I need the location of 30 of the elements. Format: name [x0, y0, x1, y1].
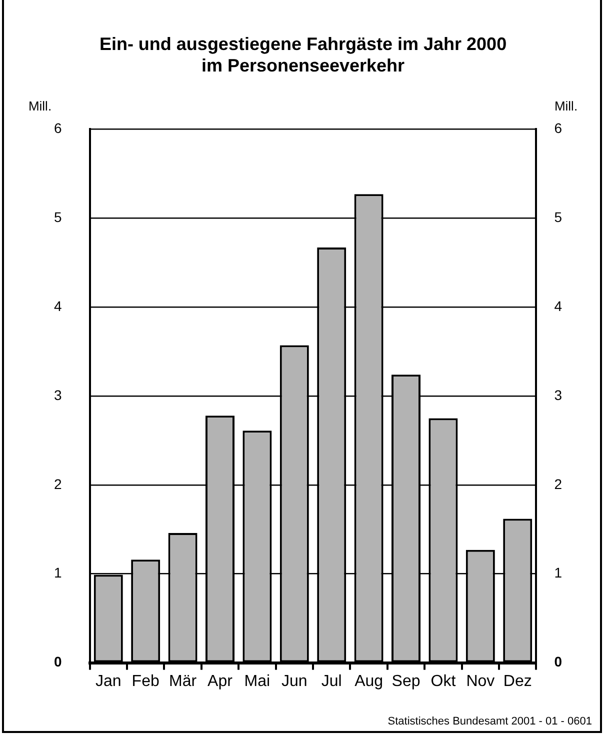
y2-tick-label: 0 — [554, 654, 562, 670]
chart-title: Ein- und ausgestiegene Fahrgäste im Jahr 2000 im Personenseeverkehr — [99, 34, 507, 76]
y2-axis-title: Mill. — [554, 98, 578, 114]
y-tick-label: 3 — [54, 386, 62, 403]
y-tick-label: 4 — [54, 298, 62, 314]
y2-tick-label: 2 — [554, 476, 562, 492]
x-tick-label: Mär — [169, 672, 198, 690]
x-tick-label: Feb — [132, 672, 160, 690]
y2-tick-label: 6 — [554, 120, 562, 136]
y-tick-label: 0 — [54, 654, 62, 670]
y-axis-title: Mill. — [28, 98, 52, 114]
y-tick-label: 2 — [54, 476, 62, 492]
y-tick-label: 1 — [54, 564, 62, 581]
x-tick-label: Aug — [354, 672, 384, 690]
y2-tick-label: 1 — [554, 564, 562, 581]
x-tick-label: Dez — [503, 672, 532, 690]
y2-tick-label: 3 — [554, 386, 562, 403]
y-tick-label: 5 — [54, 208, 62, 225]
x-tick-label: Jul — [321, 672, 342, 690]
y2-tick-label: 4 — [554, 298, 562, 314]
x-tick-label: Jan — [95, 672, 122, 690]
x-tick-label: Jun — [282, 672, 308, 690]
x-tick-label: Okt — [430, 672, 456, 690]
x-tick-label: Apr — [208, 672, 234, 690]
x-tick-label: Sep — [392, 672, 420, 690]
y2-tick-label: 5 — [554, 208, 562, 225]
text: Statistisches Bundesamt 2001 - 01 - 0601 — [388, 716, 592, 728]
y-tick-label: 6 — [54, 120, 62, 136]
x-tick-label: Mai — [244, 672, 270, 690]
x-tick-label: Nov — [466, 672, 495, 690]
